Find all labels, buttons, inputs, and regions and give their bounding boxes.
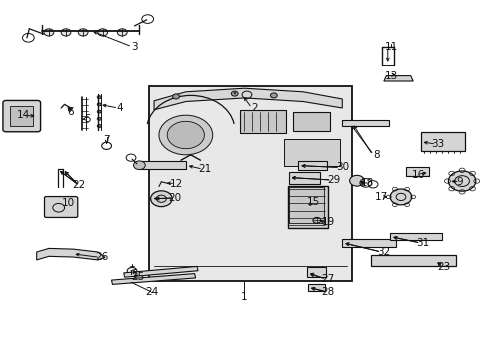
Text: 11: 11	[384, 42, 397, 52]
Text: 32: 32	[376, 247, 390, 257]
Bar	[149, 86, 351, 281]
Circle shape	[349, 175, 364, 186]
Bar	[405, 167, 428, 176]
Bar	[342, 120, 388, 126]
Bar	[139, 161, 185, 169]
Circle shape	[231, 91, 238, 96]
Text: 15: 15	[305, 197, 319, 207]
Bar	[389, 233, 441, 240]
Circle shape	[97, 125, 101, 127]
Circle shape	[78, 29, 88, 36]
Circle shape	[97, 103, 101, 106]
Circle shape	[167, 121, 204, 149]
Bar	[287, 186, 327, 228]
Polygon shape	[111, 274, 195, 284]
Text: 4: 4	[116, 103, 123, 113]
Circle shape	[270, 93, 277, 98]
Text: 14: 14	[16, 110, 30, 120]
Text: 18: 18	[360, 178, 374, 188]
Text: 5: 5	[83, 114, 90, 124]
Circle shape	[172, 94, 179, 99]
Circle shape	[447, 171, 475, 191]
Circle shape	[61, 29, 71, 36]
Text: 30: 30	[335, 162, 348, 172]
Polygon shape	[383, 76, 412, 81]
Circle shape	[159, 115, 212, 155]
Text: 23: 23	[436, 262, 450, 272]
Text: 29: 29	[326, 175, 340, 185]
Text: 21: 21	[197, 164, 211, 174]
Polygon shape	[154, 88, 342, 110]
Bar	[307, 284, 325, 291]
Bar	[10, 106, 33, 126]
Text: 1: 1	[241, 292, 247, 302]
Text: 31: 31	[415, 238, 429, 248]
Text: 28: 28	[320, 287, 334, 297]
Text: 16: 16	[410, 170, 424, 180]
Bar	[298, 161, 326, 170]
Text: 8: 8	[372, 150, 379, 160]
Circle shape	[97, 110, 101, 113]
Text: 10: 10	[62, 198, 75, 208]
Circle shape	[44, 29, 54, 36]
Text: 20: 20	[168, 193, 181, 203]
FancyBboxPatch shape	[44, 197, 78, 217]
Circle shape	[117, 29, 127, 36]
Bar	[288, 172, 320, 184]
Text: 7: 7	[103, 135, 110, 145]
Text: 19: 19	[321, 217, 335, 228]
Circle shape	[150, 191, 172, 207]
Circle shape	[97, 96, 101, 99]
Text: 33: 33	[430, 139, 444, 149]
Text: 3: 3	[131, 42, 138, 52]
Text: 24: 24	[144, 287, 158, 297]
Text: •: •	[232, 91, 236, 96]
Text: 17: 17	[374, 192, 387, 202]
Text: 27: 27	[320, 274, 334, 284]
Text: 22: 22	[72, 180, 86, 190]
Text: 6: 6	[67, 107, 74, 117]
Bar	[289, 187, 323, 223]
Circle shape	[98, 29, 107, 36]
Text: 2: 2	[250, 103, 257, 113]
Polygon shape	[37, 248, 105, 260]
Bar	[342, 239, 395, 247]
FancyBboxPatch shape	[3, 100, 41, 132]
Text: 13: 13	[384, 71, 397, 81]
Bar	[293, 112, 329, 131]
Text: 26: 26	[95, 252, 108, 262]
Bar	[420, 132, 464, 151]
Circle shape	[389, 189, 411, 205]
Bar	[283, 139, 339, 166]
Polygon shape	[123, 266, 198, 277]
Text: 25: 25	[131, 272, 144, 282]
Text: 9: 9	[455, 177, 462, 187]
Text: 12: 12	[169, 179, 183, 189]
Bar	[370, 255, 455, 266]
Bar	[239, 110, 285, 133]
Circle shape	[133, 161, 145, 170]
Bar	[306, 267, 325, 277]
Circle shape	[97, 117, 101, 120]
